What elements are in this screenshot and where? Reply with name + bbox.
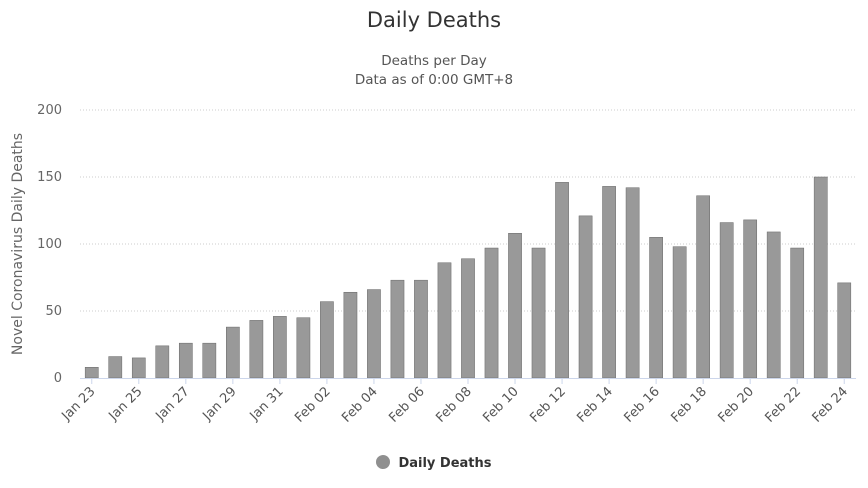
bar-jan-24[interactable] bbox=[108, 356, 123, 379]
bar-feb-09[interactable] bbox=[484, 247, 499, 379]
bar-feb-21[interactable] bbox=[766, 231, 781, 379]
bar-feb-20[interactable] bbox=[743, 219, 758, 379]
bar-feb-22[interactable] bbox=[790, 247, 805, 379]
bar-feb-17[interactable] bbox=[672, 246, 687, 379]
bar-jan-23[interactable] bbox=[84, 367, 99, 379]
x-tick-label: Jan 27 bbox=[153, 384, 193, 424]
y-tick-label: 150 bbox=[37, 170, 62, 185]
chart-subtitle-line2: Data as of 0:00 GMT+8 bbox=[354, 72, 514, 88]
bar-feb-12[interactable] bbox=[555, 182, 569, 379]
y-tick-label: 200 bbox=[37, 103, 62, 118]
x-tick-label: Feb 12 bbox=[527, 384, 569, 426]
bar-feb-23[interactable] bbox=[813, 176, 828, 379]
x-tick-label: Feb 18 bbox=[668, 384, 710, 426]
bar-feb-18[interactable] bbox=[696, 195, 710, 379]
bar-feb-02[interactable] bbox=[320, 301, 334, 379]
bar-jan-28[interactable] bbox=[202, 342, 217, 379]
x-tick-label: Feb 24 bbox=[810, 384, 852, 426]
bar-feb-13[interactable] bbox=[578, 215, 593, 379]
chart-subtitle-line1: Deaths per Day bbox=[381, 53, 487, 69]
bar-feb-19[interactable] bbox=[719, 222, 734, 379]
x-tick-label: Jan 31 bbox=[247, 384, 287, 424]
bar-jan-29[interactable] bbox=[226, 326, 240, 379]
bar-feb-11[interactable] bbox=[531, 247, 546, 379]
grid-lines bbox=[80, 109, 856, 312]
x-tick-label: Feb 02 bbox=[292, 384, 334, 426]
x-tick-label: Jan 25 bbox=[106, 384, 146, 424]
x-axis-ticks: Jan 23 Jan 25 Jan 27 Jan 29 Jan 31 Feb 02 Feb … bbox=[58, 378, 851, 426]
bar-feb-05[interactable] bbox=[390, 279, 405, 379]
x-tick-label: Feb 10 bbox=[480, 384, 522, 426]
y-tick-label: 50 bbox=[45, 304, 62, 319]
bar-jan-30[interactable] bbox=[249, 320, 264, 379]
legend-label: Daily Deaths bbox=[398, 456, 492, 471]
legend-marker-icon bbox=[376, 455, 391, 469]
x-tick-label: Feb 06 bbox=[386, 384, 428, 426]
bar-feb-03[interactable] bbox=[343, 291, 358, 379]
bar-jan-25[interactable] bbox=[131, 357, 146, 379]
y-tick-label: 0 bbox=[54, 371, 62, 386]
bar-feb-15[interactable] bbox=[625, 187, 640, 379]
bar-jan-31[interactable] bbox=[273, 316, 287, 379]
y-axis-label: Novel Coronavirus Daily Deaths bbox=[10, 133, 26, 355]
x-tick-label: Feb 20 bbox=[716, 384, 758, 426]
bar-feb-01[interactable] bbox=[296, 317, 311, 379]
bar-feb-08[interactable] bbox=[461, 258, 475, 379]
x-tick-label: Jan 23 bbox=[58, 384, 98, 424]
legend[interactable]: Daily Deaths bbox=[0, 455, 868, 471]
bar-feb-07[interactable] bbox=[437, 262, 452, 379]
bar-feb-04[interactable] bbox=[367, 289, 381, 379]
bar-feb-16[interactable] bbox=[649, 237, 663, 379]
bar-feb-10[interactable] bbox=[508, 233, 522, 379]
bars bbox=[84, 176, 852, 379]
bar-feb-24[interactable] bbox=[837, 282, 852, 379]
x-tick-label: Feb 14 bbox=[574, 384, 616, 426]
x-tick-label: Jan 29 bbox=[200, 384, 240, 424]
x-tick-label: Feb 16 bbox=[621, 384, 663, 426]
bar-jan-27[interactable] bbox=[178, 342, 193, 379]
y-axis-ticks: 0 50 100 150 200 bbox=[37, 103, 62, 386]
bar-jan-26[interactable] bbox=[155, 345, 170, 379]
x-tick-label: Feb 04 bbox=[339, 384, 381, 426]
bar-feb-14[interactable] bbox=[602, 186, 616, 379]
bar-feb-06[interactable] bbox=[414, 279, 428, 379]
x-tick-label: Feb 08 bbox=[433, 384, 475, 426]
y-tick-label: 100 bbox=[37, 237, 62, 252]
chart-title: Daily Deaths bbox=[366, 8, 502, 32]
x-tick-label: Feb 22 bbox=[763, 384, 805, 426]
